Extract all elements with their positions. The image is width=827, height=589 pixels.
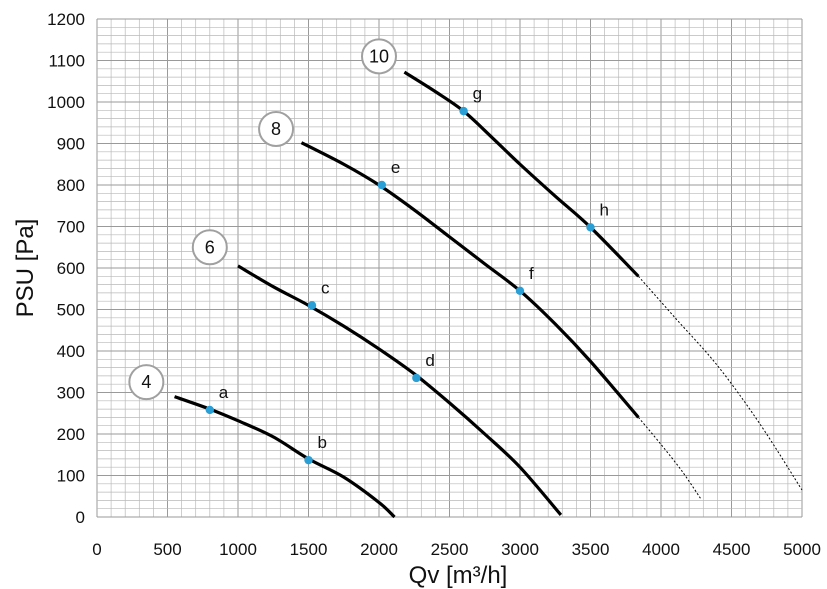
- curve-speed-6: [237, 264, 563, 516]
- point-label-c: c: [321, 278, 330, 297]
- badge-speed-6: 6: [191, 229, 228, 266]
- badge-circle: [191, 229, 228, 266]
- y-tick-label: 500: [57, 301, 85, 320]
- y-tick-label: 100: [57, 467, 85, 486]
- y-tick-labels: 0 100 200 300 400 500 600 700 800 900 1000 1100 1200: [47, 10, 85, 527]
- y-tick-label: 200: [57, 425, 85, 444]
- badge-speed-4: 4: [128, 364, 165, 401]
- x-tick-label: 5000: [783, 540, 821, 559]
- y-tick-label: 400: [57, 342, 85, 361]
- x-tick-label: 1500: [290, 540, 328, 559]
- point-label-d: d: [425, 351, 434, 370]
- x-tick-label: 3000: [501, 540, 539, 559]
- operating-point-d: [412, 373, 421, 383]
- y-tick-label: 300: [57, 384, 85, 403]
- curve-speed-8: [300, 141, 640, 419]
- y-tick-label: 1200: [47, 10, 85, 29]
- point-label-b: b: [318, 433, 327, 452]
- curve-speed-8-extension: [638, 417, 701, 499]
- operating-point-c: [307, 301, 317, 310]
- x-tick-label: 2500: [431, 540, 469, 559]
- y-axis-title: PSU [Pa]: [12, 219, 39, 318]
- badge-label: 8: [271, 119, 281, 139]
- x-tick-label: 2000: [360, 540, 398, 559]
- operating-point-h: [586, 223, 595, 232]
- point-label-a: a: [219, 383, 229, 402]
- x-tick-label: 4000: [642, 540, 680, 559]
- curve-speed-10-extension: [638, 275, 803, 491]
- x-axis-title: Qv [m³/h]: [409, 562, 508, 589]
- y-tick-label: 900: [57, 135, 85, 154]
- x-tick-label: 0: [92, 540, 101, 559]
- y-tick-label: 1100: [48, 52, 85, 71]
- curve-speed-4: [174, 395, 396, 519]
- operating-point-g: [459, 106, 468, 116]
- point-label-f: f: [529, 264, 534, 283]
- badge-label: 4: [141, 372, 151, 392]
- operating-point-b: [304, 455, 313, 465]
- data-points: a b c d e f g h: [205, 84, 609, 465]
- badge-speed-8: 8: [258, 110, 295, 147]
- y-tick-label: 1000: [47, 93, 85, 112]
- y-tick-label: 600: [57, 259, 85, 278]
- x-tick-label: 3500: [572, 540, 610, 559]
- badge-circle: [258, 110, 295, 147]
- y-tick-label: 700: [57, 218, 85, 237]
- curve-badges: 4 6 8 10: [128, 38, 397, 401]
- operating-point-e: [377, 180, 387, 190]
- x-tick-label: 1000: [219, 540, 257, 559]
- badge-circle: [128, 364, 165, 401]
- badge-circle: [361, 38, 397, 75]
- point-label-e: e: [391, 158, 400, 177]
- badge-label: 10: [369, 46, 389, 66]
- badge-label: 6: [205, 237, 215, 257]
- x-tick-labels: 0 500 1000 1500 2000 2500 3000 3500 4000 4500 5000: [92, 540, 821, 559]
- grid: [96, 18, 803, 518]
- badge-speed-10: 10: [361, 38, 397, 75]
- x-tick-label: 4500: [713, 540, 751, 559]
- y-tick-label: 0: [76, 508, 85, 527]
- point-label-h: h: [600, 200, 609, 219]
- y-tick-label: 800: [57, 176, 85, 195]
- operating-point-a: [205, 405, 214, 415]
- operating-point-f: [515, 286, 525, 296]
- x-tick-label: 500: [153, 540, 181, 559]
- curve-speed-10: [403, 70, 640, 278]
- point-label-g: g: [473, 84, 482, 103]
